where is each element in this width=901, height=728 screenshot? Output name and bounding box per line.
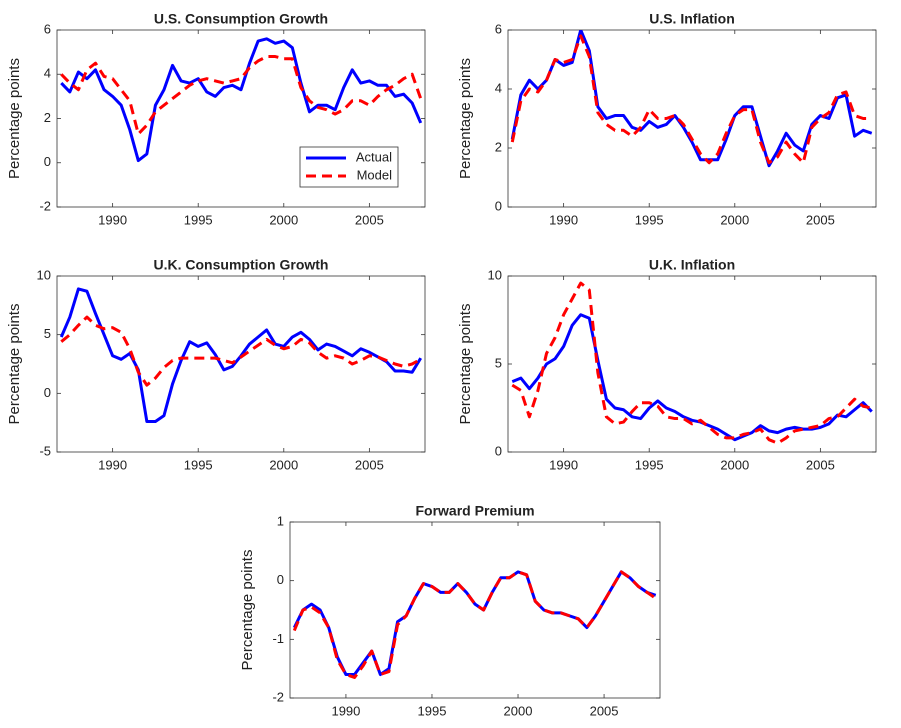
y-tick-label: 1 xyxy=(277,513,284,528)
subplot: U.K. Consumption Growth Percentage points… xyxy=(6,257,426,472)
series-line xyxy=(60,315,422,387)
y-tick-label: -2 xyxy=(39,198,51,213)
series-line xyxy=(511,313,873,442)
y-tick-label: 4 xyxy=(495,80,502,95)
x-tick-label: 2005 xyxy=(355,212,384,227)
y-axis-label: Percentage points xyxy=(457,304,474,425)
y-axis-label: Percentage points xyxy=(6,304,23,425)
y-axis-label: Percentage points xyxy=(457,58,474,179)
y-tick-label: -1 xyxy=(272,631,284,646)
legend-label: Model xyxy=(357,167,393,182)
x-tick-label: 1990 xyxy=(549,212,578,227)
series-line xyxy=(292,570,657,679)
subplot: Forward Premium Percentage points -2 -1 0 1 19… xyxy=(239,503,661,718)
chart-title: U.K. Inflation xyxy=(649,257,735,273)
y-tick-label: 2 xyxy=(44,110,51,125)
axes-frame xyxy=(507,29,877,208)
axes-frame xyxy=(56,275,426,453)
y-tick-label: 6 xyxy=(44,21,51,36)
subplot: U.K. Inflation Percentage points 0 5 10 1990 1… xyxy=(457,257,877,472)
axes-frame xyxy=(289,521,661,699)
y-tick-label: 10 xyxy=(37,267,51,282)
y-tick-label: 5 xyxy=(44,326,51,341)
series-line xyxy=(60,55,423,136)
chart-title: U.S. Inflation xyxy=(649,11,735,27)
x-tick-label: 2005 xyxy=(806,212,835,227)
y-tick-label: 0 xyxy=(44,154,51,169)
x-tick-label: 1990 xyxy=(98,457,127,472)
series-line xyxy=(510,34,872,165)
y-tick-label: 0 xyxy=(277,572,284,587)
y-tick-label: 4 xyxy=(44,66,51,81)
y-axis-label: Percentage points xyxy=(239,550,256,671)
x-tick-label: 1995 xyxy=(184,212,213,227)
x-tick-label: 1990 xyxy=(549,457,578,472)
x-tick-label: 2000 xyxy=(269,457,298,472)
x-tick-label: 2000 xyxy=(720,212,749,227)
subplot: U.S. Consumption Growth Percentage points… xyxy=(6,11,426,227)
legend-label: Actual xyxy=(356,149,392,164)
y-tick-label: -5 xyxy=(39,443,51,458)
chart-title: U.K. Consumption Growth xyxy=(154,257,329,273)
x-tick-label: 2000 xyxy=(720,457,749,472)
y-tick-label: 10 xyxy=(488,267,502,282)
y-tick-label: 0 xyxy=(495,443,502,458)
series-line xyxy=(292,570,657,677)
legend-box xyxy=(299,146,399,188)
subplot: U.S. Inflation Percentage points 0 2 4 6 1990 1… xyxy=(457,11,877,227)
y-tick-label: -2 xyxy=(272,689,284,704)
x-tick-label: 1990 xyxy=(98,212,127,227)
series-line xyxy=(60,37,423,163)
series-line xyxy=(511,281,873,445)
y-tick-label: 0 xyxy=(495,198,502,213)
chart-title: U.S. Consumption Growth xyxy=(154,11,328,27)
x-tick-label: 2000 xyxy=(504,703,533,718)
x-tick-label: 2005 xyxy=(806,457,835,472)
chart-title: Forward Premium xyxy=(415,503,534,519)
x-tick-label: 1995 xyxy=(635,457,664,472)
x-tick-label: 1990 xyxy=(331,703,360,718)
y-tick-label: 5 xyxy=(495,355,502,370)
x-tick-label: 1995 xyxy=(418,703,447,718)
legend: Actual Model xyxy=(299,146,399,188)
series-line xyxy=(510,30,873,168)
x-tick-label: 1995 xyxy=(635,212,664,227)
x-tick-label: 2000 xyxy=(269,212,298,227)
y-tick-label: 6 xyxy=(495,21,502,36)
y-tick-label: 2 xyxy=(495,139,502,154)
x-tick-label: 1995 xyxy=(184,457,213,472)
x-tick-label: 2005 xyxy=(355,457,384,472)
y-axis-label: Percentage points xyxy=(6,58,23,179)
y-tick-label: 0 xyxy=(44,385,51,400)
x-tick-label: 2005 xyxy=(590,703,619,718)
